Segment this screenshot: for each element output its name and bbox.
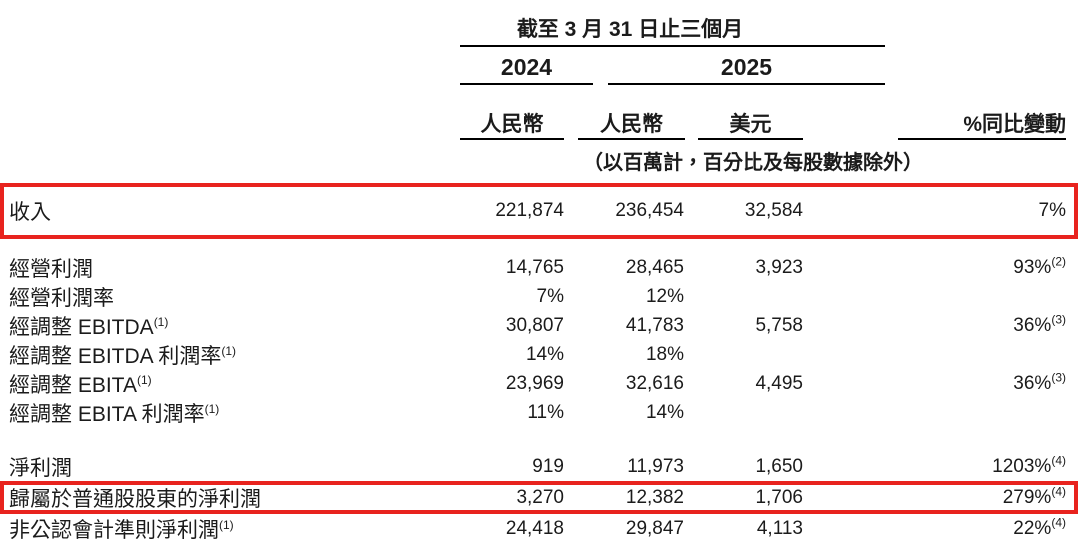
column-header-rmb-2025: 人民幣	[600, 113, 663, 136]
table-row-adjusted-ebita-margin: 經調整 EBITA 利潤率(1) 11% 14%	[0, 398, 1080, 427]
value-2025-rmb: 32,616	[625, 372, 684, 394]
row-label-operating-margin: 經營利潤率	[9, 286, 114, 310]
table-row-revenue-highlighted: 收入 221,874 236,454 32,584 7%	[0, 183, 1078, 239]
value-yoy-change: 36%(3)	[1013, 312, 1066, 336]
value-2024-rmb: 23,969	[505, 372, 564, 394]
units-note: （以百萬計，百分比及每股數據除外）	[583, 152, 923, 174]
value-2024-rmb: 919	[532, 455, 564, 477]
period-title: 截至 3 月 31 日止三個月	[516, 18, 744, 41]
value-yoy-change: 7%	[1038, 200, 1066, 221]
table-row-operating-margin: 經營利潤率 7% 12%	[0, 282, 1080, 311]
footnote-superscript: (3)	[1051, 312, 1066, 327]
value-2024-rmb: 7%	[536, 285, 564, 307]
row-label-net-income-ordinary-shareholders: 歸屬於普通股股東的淨利潤	[9, 487, 261, 511]
value-2024-rmb: 11%	[527, 401, 564, 423]
value-yoy-change: 279%(4)	[1002, 484, 1066, 508]
value-2025-rmb: 12%	[645, 285, 684, 307]
value-2025-usd: 3,923	[755, 256, 803, 278]
value-2024-rmb: 30,807	[505, 314, 564, 336]
value-2024-rmb: 221,874	[495, 200, 564, 221]
footnote-superscript: (4)	[1051, 453, 1066, 468]
year-2024-rule	[460, 83, 593, 85]
value-yoy-change: 36%(3)	[1013, 370, 1066, 394]
value-yoy-change: 93%(2)	[1013, 254, 1066, 278]
value-2025-rmb: 29,847	[625, 517, 684, 539]
label-superscript: (1)	[219, 517, 234, 532]
year-2025-rule	[608, 83, 885, 85]
value-2025-rmb: 41,783	[625, 314, 684, 336]
row-label-revenue: 收入	[9, 201, 51, 224]
footnote-superscript: (3)	[1051, 370, 1066, 385]
value-2025-usd: 4,113	[756, 517, 803, 539]
row-label-non-gaap-net-income: 非公認會計準則淨利潤(1)	[9, 517, 234, 542]
row-label-operating-profit: 經營利潤	[9, 257, 93, 281]
value-2025-rmb: 236,454	[615, 200, 684, 221]
value-2025-rmb: 28,465	[625, 256, 684, 278]
footnote-superscript: (4)	[1051, 515, 1066, 530]
value-2025-usd: 1,706	[755, 486, 803, 508]
value-2024-rmb: 14%	[525, 343, 564, 365]
label-superscript: (1)	[153, 314, 169, 329]
value-2025-usd: 5,758	[755, 314, 803, 336]
period-title-rule	[460, 45, 885, 47]
column-rule-usd	[698, 138, 803, 140]
column-header-rmb-2024: 人民幣	[480, 113, 544, 136]
value-yoy-change: 22%(4)	[1013, 515, 1066, 539]
value-2025-usd: 1,650	[755, 455, 803, 477]
label-superscript: (1)	[136, 372, 152, 387]
value-2024-rmb: 24,418	[505, 517, 564, 539]
profit-metrics-section: 經營利潤 14,765 28,465 3,923 93%(2) 經營利潤率 7%…	[0, 253, 1080, 427]
footnote-superscript: (4)	[1051, 484, 1066, 499]
column-rule-yoy-change	[898, 138, 1066, 140]
value-2025-rmb: 12,382	[625, 486, 684, 508]
value-2025-rmb: 18%	[645, 343, 684, 365]
table-row-net-income: 淨利潤 919 11,973 1,650 1203%(4)	[0, 452, 1080, 481]
value-2025-rmb: 11,973	[627, 455, 684, 477]
row-label-net-income: 淨利潤	[9, 456, 72, 480]
table-row-adjusted-ebitda-margin: 經調整 EBITDA 利潤率(1) 14% 18%	[0, 340, 1080, 369]
column-year-2024: 2024	[500, 54, 553, 80]
value-2025-usd: 32,584	[744, 200, 803, 221]
column-header-yoy-change: %同比變動	[963, 113, 1066, 136]
row-label-adjusted-ebita-margin: 經調整 EBITA 利潤率(1)	[9, 401, 220, 426]
table-row-operating-profit: 經營利潤 14,765 28,465 3,923 93%(2)	[0, 253, 1080, 282]
value-yoy-change: 1203%(4)	[992, 453, 1066, 477]
column-header-usd: 美元	[729, 113, 772, 136]
value-2025-usd: 4,495	[755, 372, 803, 394]
table-row-adjusted-ebita: 經調整 EBITA(1) 23,969 32,616 4,495 36%(3)	[0, 369, 1080, 398]
table-row-non-gaap-net-income: 非公認會計準則淨利潤(1) 24,418 29,847 4,113 22%(4)	[0, 514, 1080, 543]
footnote-superscript: (2)	[1051, 254, 1066, 269]
column-rule-rmb-2024	[460, 138, 564, 140]
label-superscript: (1)	[221, 343, 237, 358]
row-label-adjusted-ebitda: 經調整 EBITDA(1)	[9, 314, 169, 339]
value-2025-rmb: 14%	[645, 401, 684, 423]
column-rule-rmb-2025	[578, 138, 685, 140]
label-superscript: (1)	[204, 401, 220, 416]
table-row-adjusted-ebitda: 經調整 EBITDA(1) 30,807 41,783 5,758 36%(3)	[0, 311, 1080, 340]
value-2024-rmb: 3,270	[516, 486, 564, 508]
value-2024-rmb: 14,765	[505, 256, 564, 278]
row-label-adjusted-ebita: 經調整 EBITA(1)	[9, 372, 152, 397]
table-row-net-income-ordinary-shareholders-highlighted: 歸屬於普通股股東的淨利潤 3,270 12,382 1,706 279%(4)	[0, 481, 1078, 514]
row-label-adjusted-ebitda-margin: 經調整 EBITDA 利潤率(1)	[9, 343, 237, 368]
column-year-2025: 2025	[720, 54, 773, 80]
